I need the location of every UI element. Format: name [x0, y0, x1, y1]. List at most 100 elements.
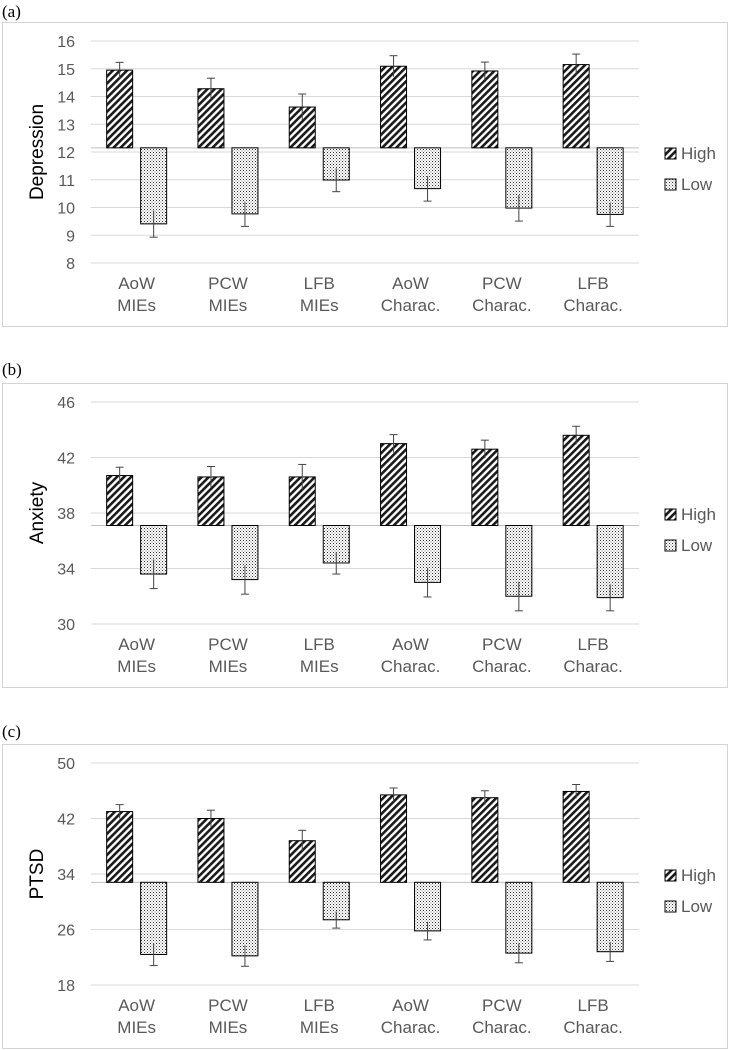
error-bar	[423, 921, 432, 941]
x-category-label: PCW MIEs	[208, 996, 248, 1037]
x-category-label: AoW Charac.	[381, 635, 441, 676]
x-category-label: PCW Charac.	[472, 996, 532, 1037]
anxiety-chart: 30 34 38 42 46 Anxiety AoW MIEs PCW MIEs LFB MIEs Ao…	[27, 395, 716, 676]
error-bar	[389, 787, 398, 802]
x-category-label: LFB Charac.	[563, 274, 623, 315]
x-category-label: AoW MIEs	[117, 274, 156, 315]
bar-low	[596, 881, 624, 953]
error-bar	[206, 466, 215, 488]
y-axis-label: Anxiety	[27, 481, 48, 544]
error-bar	[514, 581, 523, 612]
y-tick-label: 10	[57, 201, 75, 218]
bar-high	[288, 476, 316, 526]
x-category-label: AoW MIEs	[117, 996, 156, 1037]
bar-low	[231, 524, 259, 581]
error-bar	[332, 911, 341, 929]
error-bar	[115, 466, 124, 484]
bar-high	[380, 65, 408, 149]
x-category-label: PCW MIEs	[208, 635, 248, 676]
x-category-label: LFB MIEs	[300, 635, 339, 676]
svg-text:High: High	[681, 505, 716, 524]
bar-high	[197, 818, 225, 883]
error-bar	[572, 53, 581, 76]
error-bar	[514, 195, 523, 222]
y-tick-label: 8	[66, 256, 75, 273]
panel-box-c: 18 26 34 42 50 PTSD AoW MIEs PCW MIEs LFB MIEs AoW Ch…	[2, 744, 728, 1049]
bar-high	[106, 811, 134, 883]
error-bar	[606, 202, 615, 227]
y-tick-label: 16	[57, 34, 75, 51]
y-tick-label: 26	[57, 923, 75, 940]
bar-high	[471, 70, 499, 149]
bar-high	[106, 475, 134, 526]
error-bar	[572, 425, 581, 445]
panel-label-c: (c)	[2, 722, 21, 741]
y-tick-label: 18	[57, 978, 75, 995]
y-tick-label: 34	[57, 562, 75, 579]
bar-high	[106, 69, 134, 149]
x-category-label: PCW MIEs	[208, 274, 248, 315]
error-bar	[115, 61, 124, 78]
error-bar	[115, 804, 124, 819]
x-category-label: AoW Charac.	[381, 274, 441, 315]
y-tick-label: 13	[57, 117, 75, 134]
ptsd-chart: 18 26 34 42 50 PTSD AoW MIEs PCW MIEs LFB MIEs AoW Ch…	[27, 756, 716, 1037]
error-bar	[332, 168, 341, 193]
legend-item-low: Low	[664, 536, 713, 555]
y-tick-label: 34	[57, 867, 75, 884]
y-tick-label: 42	[57, 812, 75, 829]
y-tick-label: 9	[66, 228, 75, 245]
error-bar	[332, 551, 341, 575]
error-bar	[480, 439, 489, 459]
bar-low	[505, 881, 533, 954]
y-axis-label: Depression	[27, 104, 48, 200]
panel-label-b: (b)	[2, 360, 22, 379]
bar-high	[380, 794, 408, 883]
error-bar	[240, 565, 249, 595]
legend-item-high: High	[664, 866, 716, 885]
error-bar	[572, 784, 581, 799]
error-bar	[389, 55, 398, 77]
x-category-label: AoW Charac.	[381, 996, 441, 1037]
y-tick-label: 46	[57, 395, 75, 412]
legend-item-high: High	[664, 505, 716, 524]
bar-high	[471, 448, 499, 526]
bar-low	[231, 881, 259, 957]
error-bar	[240, 201, 249, 227]
y-tick-label: 42	[57, 451, 75, 468]
error-bar	[240, 945, 249, 967]
bar-high	[471, 797, 499, 883]
bar-high	[562, 64, 590, 149]
legend-item-low: Low	[664, 897, 713, 916]
x-category-label: LFB MIEs	[300, 274, 339, 315]
y-tick-label: 12	[57, 145, 75, 162]
y-axis-label: PTSD	[27, 849, 48, 900]
x-category-label: AoW MIEs	[117, 635, 156, 676]
bar-high	[380, 443, 408, 526]
bar-low	[140, 881, 168, 955]
error-bar	[298, 93, 307, 121]
y-tick-label: 38	[57, 506, 75, 523]
error-bar	[206, 77, 215, 100]
x-category-label: PCW Charac.	[472, 274, 532, 315]
svg-text:Low: Low	[681, 175, 713, 194]
error-bar	[480, 61, 489, 80]
error-bar	[298, 829, 307, 852]
y-tick-label: 50	[57, 756, 75, 773]
svg-text:High: High	[681, 866, 716, 885]
error-bar	[606, 941, 615, 962]
x-category-label: LFB Charac.	[563, 635, 623, 676]
error-bar	[149, 210, 158, 238]
svg-text:Low: Low	[681, 536, 713, 555]
legend-item-high: High	[664, 144, 716, 163]
x-category-label: PCW Charac.	[472, 635, 532, 676]
error-bar	[149, 943, 158, 967]
panel-box-b: 30 34 38 42 46 Anxiety AoW MIEs PCW MIEs LFB MIEs Ao…	[2, 383, 728, 688]
error-bar	[206, 809, 215, 827]
bar-low	[322, 524, 350, 564]
bar-high	[562, 434, 590, 526]
y-tick-label: 11	[58, 173, 75, 190]
error-bar	[480, 790, 489, 805]
depression-chart: 8 9 10 11 12 13 14 15 16 Depression AoW MIEs PCW MIEs…	[27, 34, 716, 315]
x-category-label: LFB MIEs	[300, 996, 339, 1037]
